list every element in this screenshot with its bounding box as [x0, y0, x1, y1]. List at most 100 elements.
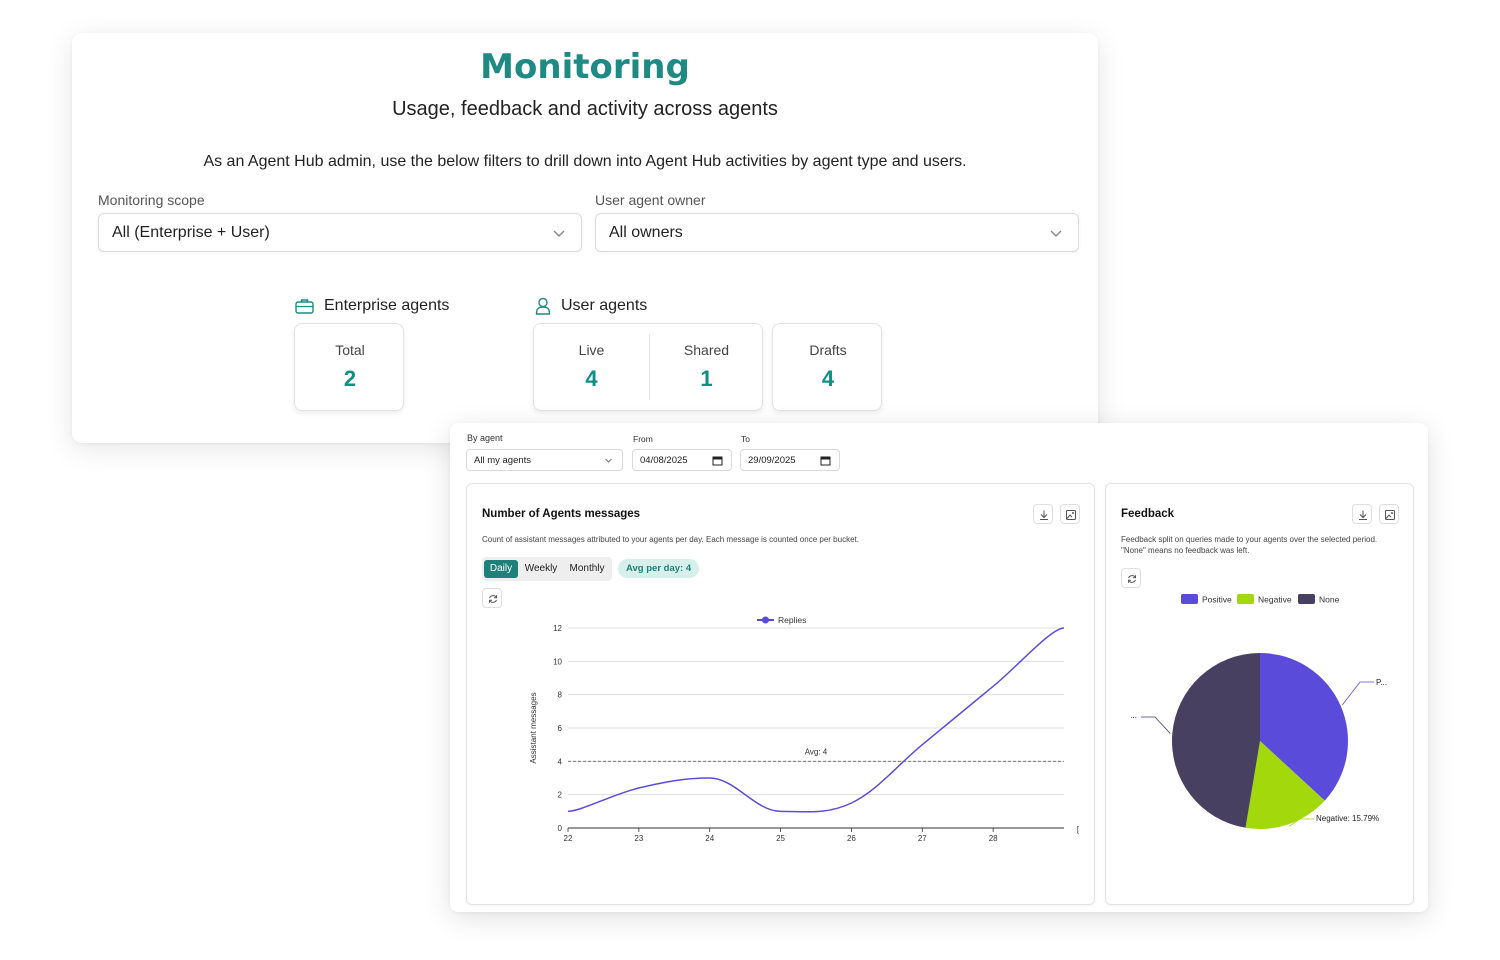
download-icon	[1040, 510, 1048, 520]
stat-value: 1	[700, 366, 713, 391]
by-agent-value: All my agents	[474, 455, 532, 466]
shared-stat: Shared 1	[649, 324, 764, 410]
y-tick-label: 6	[558, 724, 563, 733]
stat-value: 4	[821, 366, 835, 391]
refresh-icon	[1128, 575, 1136, 583]
refresh-button[interactable]	[1121, 568, 1141, 588]
to-label: To	[741, 434, 750, 444]
pie-slice-negative	[1245, 741, 1325, 829]
feedback-description-line2: "None" means no feedback was left.	[1121, 546, 1250, 555]
legend-swatch-positive	[1181, 594, 1198, 604]
image-icon	[1066, 510, 1076, 520]
analytics-card: By agent All my agents From 04/08/2025 T…	[450, 423, 1428, 912]
messages-panel-description: Count of assistant messages attributed t…	[482, 535, 859, 544]
y-tick-label: 12	[553, 624, 562, 633]
briefcase-icon	[295, 299, 314, 314]
to-date-value: 29/09/2025	[748, 455, 796, 466]
y-axis-label: Assistant messages	[529, 692, 538, 763]
user-agents-title: User agents	[561, 297, 648, 314]
monitoring-overview-card: Monitoring Usage, feedback and activity …	[72, 33, 1098, 443]
messages-panel-title: Number of Agents messages	[482, 508, 641, 520]
enterprise-total-card: Total 2	[294, 323, 404, 411]
pie-leader-none	[1141, 716, 1171, 734]
download-button[interactable]	[1352, 504, 1372, 524]
tab-daily[interactable]: Daily	[484, 560, 518, 578]
from-label: From	[633, 434, 653, 444]
x-tick-label: 24	[705, 834, 714, 843]
x-tick-label: 28	[989, 834, 998, 843]
pie-slice-positive	[1260, 653, 1348, 801]
download-button[interactable]	[1033, 504, 1053, 524]
x-tick-label: 27	[918, 834, 927, 843]
tab-weekly[interactable]: Weekly	[524, 563, 558, 574]
user-agent-owner-select[interactable]: All owners	[595, 213, 1079, 252]
stat-label: Total	[335, 342, 365, 358]
pie-label-negative: Negative: 15.79%	[1316, 814, 1379, 823]
user-agent-owner-label: User agent owner	[595, 192, 706, 208]
x-tick-label: 25	[776, 834, 785, 843]
x-tick-label: 23	[634, 834, 643, 843]
divider	[649, 334, 650, 400]
drafts-stat: Drafts 4	[773, 324, 883, 410]
user-icon	[535, 297, 551, 315]
chevron-down-icon	[1050, 230, 1062, 237]
stat-value: 4	[585, 366, 598, 391]
stat-label: Drafts	[809, 342, 847, 358]
chevron-down-icon	[605, 458, 612, 463]
messages-chart-panel: Number of Agents messages Count of assis…	[466, 483, 1095, 905]
export-image-button[interactable]	[1379, 504, 1399, 524]
y-tick-label: 8	[558, 691, 563, 700]
legend-marker-replies	[762, 616, 769, 624]
from-date-input[interactable]: 04/08/2025	[632, 449, 732, 471]
x-tick-label: 26	[847, 834, 856, 843]
calendar-icon	[820, 456, 831, 466]
download-icon	[1359, 510, 1367, 520]
x-tick-label: [	[1077, 825, 1080, 834]
pie-label-positive: P...	[1376, 678, 1387, 687]
enterprise-agents-heading: Enterprise agents	[295, 297, 449, 315]
pie-slice-none	[1172, 653, 1260, 828]
refresh-button[interactable]	[482, 588, 502, 608]
by-agent-select[interactable]: All my agents	[466, 449, 623, 471]
monitoring-scope-select[interactable]: All (Enterprise + User)	[98, 213, 582, 252]
y-tick-label: 10	[553, 657, 562, 666]
legend-label-none: None	[1319, 595, 1340, 605]
monitoring-scope-value: All (Enterprise + User)	[112, 224, 270, 241]
export-image-button[interactable]	[1060, 504, 1080, 524]
series-line-replies	[567, 627, 1065, 813]
legend-label-negative: Negative	[1258, 595, 1292, 605]
page-title: Monitoring	[480, 47, 690, 87]
pie-label-none: ...	[1130, 711, 1137, 720]
by-agent-label: By agent	[467, 433, 503, 443]
stat-label: Shared	[683, 342, 730, 358]
monitoring-scope-label: Monitoring scope	[98, 192, 205, 208]
feedback-panel-description: Feedback split on queries made to your a…	[1121, 534, 1406, 556]
legend-swatch-negative	[1237, 594, 1254, 604]
enterprise-agents-title: Enterprise agents	[324, 297, 450, 314]
live-stat: Live 4	[534, 324, 649, 410]
x-tick-label: 22	[564, 834, 573, 843]
tab-monthly[interactable]: Monthly	[569, 563, 605, 574]
user-agents-heading: User agents	[535, 297, 647, 315]
feedback-pie-chart: Positive Negative None P... Negative: 15.79%…	[1130, 594, 1387, 829]
image-icon	[1385, 510, 1395, 520]
enterprise-total-stat: Total 2	[295, 324, 405, 410]
avg-reference-label: Avg: 4	[805, 747, 828, 756]
from-date-value: 04/08/2025	[640, 455, 688, 466]
stat-label: Live	[578, 342, 605, 358]
avg-per-day-badge: Avg per day: 4	[618, 559, 700, 578]
legend-swatch-none	[1298, 594, 1315, 604]
stat-value: 2	[343, 366, 357, 391]
drafts-card: Drafts 4	[772, 323, 882, 411]
to-date-input[interactable]: 29/09/2025	[740, 449, 840, 471]
period-toggle: Daily Weekly Monthly	[482, 557, 612, 581]
calendar-icon	[712, 456, 723, 466]
y-tick-label: 2	[558, 791, 563, 800]
pie-leader-negative	[1289, 818, 1314, 827]
intro-text: As an Agent Hub admin, use the below fil…	[203, 153, 967, 170]
page-subtitle: Usage, feedback and activity across agen…	[392, 98, 778, 120]
legend-label-replies: Replies	[778, 615, 806, 625]
y-tick-label: 0	[558, 824, 563, 833]
